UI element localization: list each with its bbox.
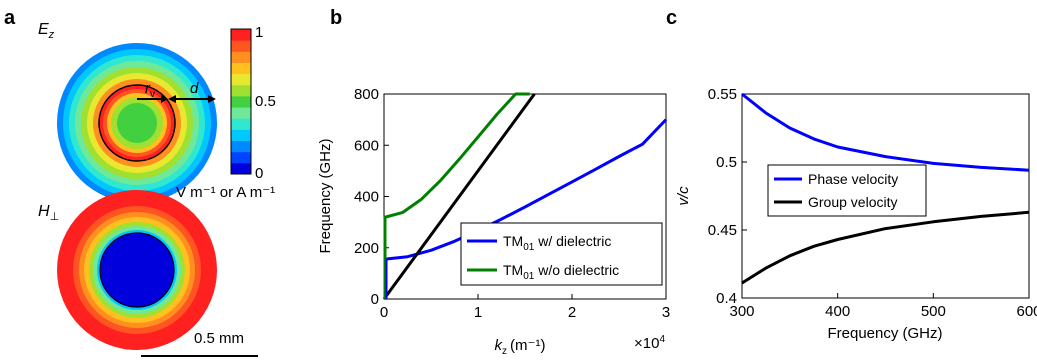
colorbar-segment-1 [231,151,251,164]
panel-c-chart: 300 400 500 600 0.4 0.45 0.5 0.55 v/c Frequency… [675,86,1037,342]
colorbar-segment-5 [231,107,251,119]
plot-c-ytick-label-1: 0.45 [708,222,737,239]
panel-label-b: b [330,7,342,29]
plot-b-series [382,92,668,300]
plot-b-ticks: 0 1 2 3 0 200 400 600 800 [354,86,670,321]
colorbar-frame [230,28,252,175]
plot-b-ytick-label-3: 600 [354,137,379,154]
plot-b-legend-box [460,222,663,286]
colorbar-segment-11 [231,40,251,52]
colorbar-segment-6 [231,95,251,108]
colorbar-segment-2 [231,140,251,153]
colorbar-segment-12 [231,29,251,41]
colorbar-segment-8 [231,73,251,86]
plot-c-series [741,92,1030,285]
plot-b-xtick-label-3: 3 [662,304,670,321]
colorbar-segment-0 [231,162,251,175]
legend-b-entry-1: TM01 w/o dielectric [503,262,619,282]
plot-b-legend: TM01 w/ dielectric TM01 w/o dielectric [460,222,663,286]
d-arrowhead-left [168,95,176,103]
plot-b-xtick-label-2: 2 [568,304,576,321]
panel-a: Ez rv d 1 0.5 0 V m⁻¹ or A m⁻¹ H⊥ 0.5 mm [38,21,276,357]
colorbar-unit: V m⁻¹ or A m⁻¹ [176,184,275,201]
d-label: d [190,80,199,97]
plot-c-xtick-label-2: 500 [921,303,946,320]
colorbar-segment-4 [231,118,251,130]
legend-c-entry-1: Group velocity [808,194,897,210]
plot-b-xtick-label-1: 1 [474,304,482,321]
panel-label-a: a [4,7,16,29]
colorbar-segment-3 [231,129,251,142]
plot-c-series-line-1 [741,210,1030,285]
plot-c-ticks: 300 400 500 600 0.4 0.45 0.5 0.55 [708,86,1037,320]
colorbar-tick-bottom: 0 [255,165,263,182]
hperp-label: H⊥ [38,203,59,223]
plot-b-ylabel: Frequency (GHz) [317,138,334,253]
plot-b-ytick-label-0: 0 [371,291,379,308]
plot-c-ytick-label-2: 0.5 [716,154,737,171]
plot-c-legend-box [767,164,927,217]
plot-c-xtick-label-1: 400 [825,303,850,320]
d-arrowhead-right [208,95,216,103]
plot-b-series-line-1 [383,92,530,219]
plot-b-xlabel: kz (m⁻¹) [495,337,546,357]
colorbar-segment-9 [231,62,251,75]
rv-label: rv [145,80,155,100]
h-vacuum-boundary [99,232,175,308]
plot-c-ytick-label-0: 0.4 [716,290,737,307]
ez-field-map [57,43,217,203]
rv-arrowhead [161,95,168,103]
panel-b-chart: 0 1 2 3 0 200 400 600 800 Frequency (GHz) kz (m⁻¹… [317,86,670,357]
scalebar-label: 0.5 mm [194,330,244,347]
legend-b-entry-0: TM01 w/ dielectric [503,233,611,253]
ez-label: Ez [38,21,55,41]
colorbar-tick-top: 1 [255,24,263,41]
ez-contour-12 [123,109,151,137]
plot-c-series-line-0 [741,92,1030,172]
plot-b-series-line-0 [383,118,668,261]
h-contour-7 [100,233,174,307]
plot-c-ytick-label-3: 0.55 [708,86,737,103]
legend-c-entry-0: Phase velocity [808,171,898,187]
plot-c-xtick-label-0: 300 [729,303,754,320]
plot-b-ytick-label-4: 800 [354,86,379,103]
colorbar-segment-10 [231,51,251,63]
plot-c-ylabel: v/c [675,186,692,206]
plot-b-xtick-label-0: 0 [380,304,388,321]
colorbar-segment-7 [231,84,251,97]
plot-b-ytick-label-1: 200 [354,240,379,257]
panel-label-c: c [666,7,677,29]
colorbar [230,28,252,175]
plot-c-legend: Phase velocity Group velocity [767,164,927,217]
plot-c-xlabel: Frequency (GHz) [827,325,942,342]
plot-b-ytick-label-2: 400 [354,189,379,206]
plot-c-xtick-label-3: 600 [1016,303,1037,320]
h-field-map [57,190,217,350]
plot-c-frame [741,93,1030,299]
plot-b-series-line-2 [382,93,536,300]
colorbar-tick-mid: 0.5 [255,93,276,110]
ez-vacuum-boundary [98,84,176,162]
plot-b-x-multiplier: ×104 [634,334,665,352]
